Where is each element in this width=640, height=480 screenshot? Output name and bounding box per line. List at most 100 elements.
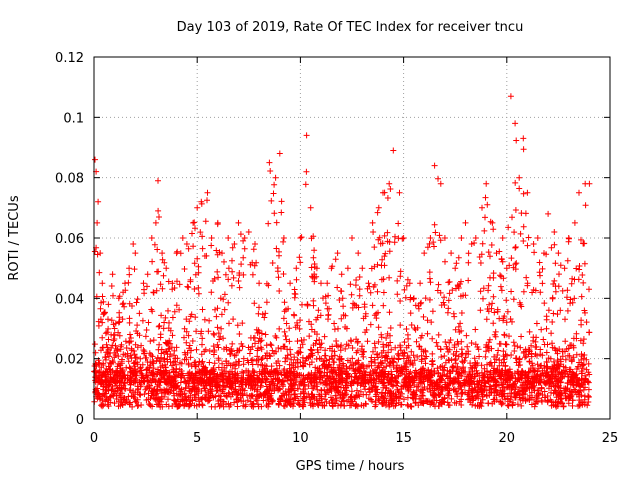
data-point <box>526 348 533 355</box>
data-point <box>310 254 317 261</box>
data-point <box>182 384 189 391</box>
data-point <box>438 302 445 309</box>
data-point <box>512 378 519 385</box>
data-point <box>286 325 293 332</box>
data-point <box>445 279 452 286</box>
data-point <box>469 401 476 408</box>
data-point <box>397 322 404 329</box>
data-point <box>285 305 292 312</box>
data-point <box>193 328 200 335</box>
data-point <box>585 386 592 393</box>
data-point <box>216 378 223 385</box>
data-point <box>420 313 427 320</box>
data-point <box>133 299 140 306</box>
data-point <box>247 334 254 341</box>
data-point <box>250 368 257 375</box>
data-point <box>512 207 519 213</box>
data-point <box>383 363 390 370</box>
data-point <box>373 391 380 398</box>
data-point <box>326 345 333 352</box>
data-point <box>143 367 150 374</box>
data-point <box>94 251 101 258</box>
data-point <box>508 288 515 295</box>
data-point <box>143 385 150 392</box>
data-point <box>516 376 523 383</box>
data-point <box>190 243 197 250</box>
data-point <box>119 390 126 397</box>
data-point <box>486 301 493 308</box>
data-point <box>241 235 248 241</box>
data-point <box>395 220 402 227</box>
data-point <box>157 386 164 393</box>
data-point <box>237 231 244 238</box>
data-point <box>371 263 378 270</box>
data-point <box>254 330 261 336</box>
data-point <box>186 342 193 349</box>
data-point <box>255 403 262 410</box>
data-point <box>459 367 466 374</box>
data-point <box>220 382 227 389</box>
data-point <box>310 302 317 309</box>
data-point <box>271 181 278 188</box>
y-tick-label: 0.06 <box>55 232 84 247</box>
data-point <box>140 378 147 384</box>
data-point <box>583 366 590 373</box>
data-point <box>239 368 246 375</box>
data-point <box>126 265 133 272</box>
data-point <box>255 361 261 368</box>
data-point <box>367 321 374 328</box>
data-point <box>256 335 263 342</box>
data-point <box>193 386 200 393</box>
data-point <box>113 392 120 399</box>
data-point <box>460 381 466 388</box>
data-point <box>437 180 444 187</box>
data-point <box>586 286 592 293</box>
data-point <box>149 308 156 315</box>
data-point <box>152 219 159 226</box>
data-point <box>501 332 508 339</box>
data-point <box>370 229 377 235</box>
data-point <box>513 383 519 390</box>
data-point <box>462 219 469 226</box>
data-point <box>353 336 360 343</box>
data-point <box>105 316 111 323</box>
data-point <box>507 396 514 403</box>
data-point <box>512 394 519 401</box>
data-point <box>574 374 580 381</box>
data-point <box>427 371 434 378</box>
data-point <box>413 375 420 382</box>
data-point <box>342 345 349 352</box>
data-point <box>490 293 497 300</box>
data-point <box>338 315 345 322</box>
data-point <box>246 350 253 357</box>
data-point <box>293 276 300 283</box>
data-point <box>395 372 402 379</box>
data-point <box>304 302 311 309</box>
data-point <box>468 389 475 396</box>
data-point <box>103 396 110 402</box>
data-point <box>286 365 293 372</box>
data-point <box>550 310 557 317</box>
data-point <box>100 311 107 318</box>
data-point <box>453 348 460 355</box>
data-point <box>488 389 495 395</box>
data-point <box>374 288 381 295</box>
data-point <box>386 248 393 255</box>
data-point <box>256 280 263 287</box>
data-point <box>318 372 325 379</box>
data-point <box>419 372 426 379</box>
data-point <box>343 375 350 382</box>
data-point <box>370 370 377 377</box>
data-point <box>549 372 556 379</box>
data-point <box>376 397 383 404</box>
data-point <box>104 329 111 336</box>
data-point <box>505 402 512 409</box>
data-point <box>448 395 455 402</box>
data-point <box>383 342 390 348</box>
data-point <box>290 396 296 403</box>
data-point <box>504 308 511 315</box>
data-point <box>384 238 391 245</box>
data-point <box>274 268 281 275</box>
data-point <box>127 401 133 408</box>
data-point <box>258 356 265 363</box>
